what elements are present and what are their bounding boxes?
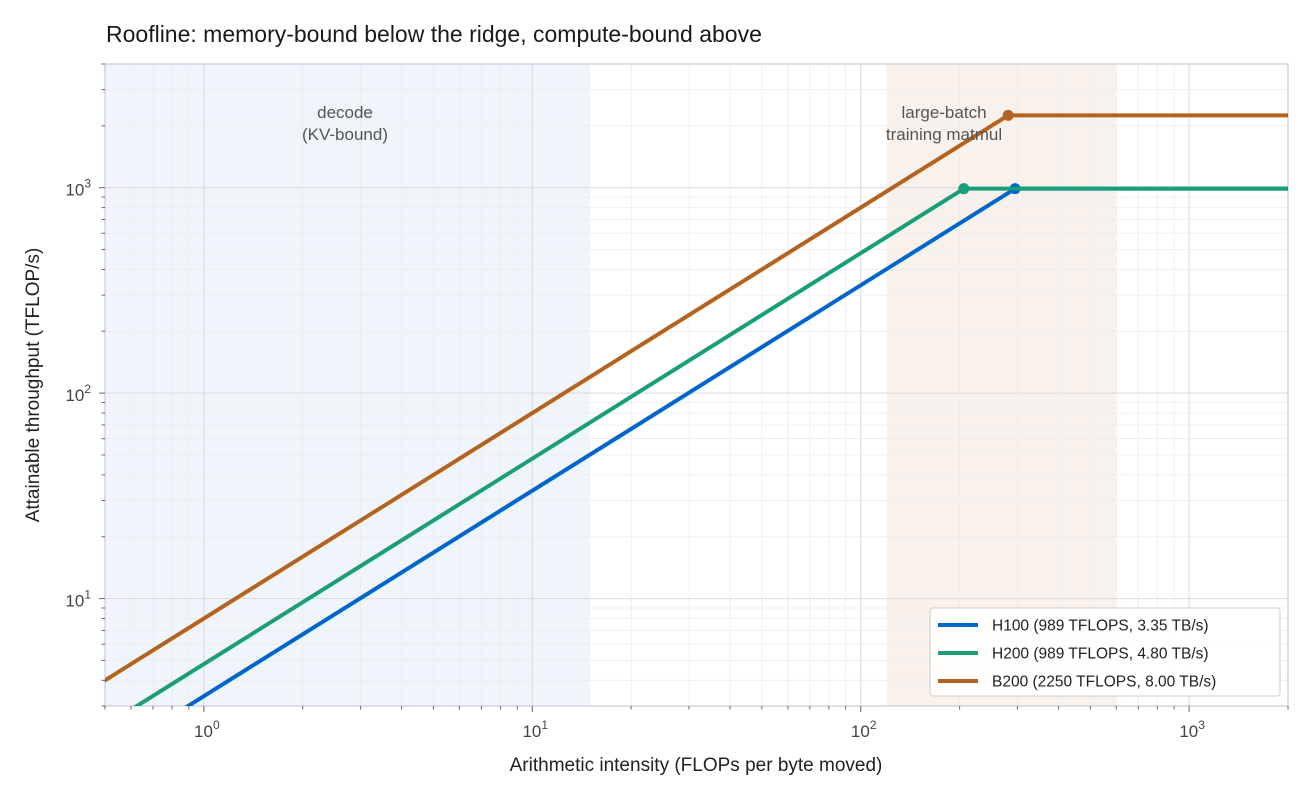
ridge-point-2 — [1002, 109, 1014, 121]
region-annotation-0: (KV-bound) — [302, 125, 388, 144]
legend-box — [929, 607, 1281, 697]
axis-ticks — [99, 63, 1289, 712]
legend: H100 (989 TFLOPS, 3.35 TB/s) H200 (989 TF… — [929, 607, 1281, 697]
region-annotation-0: decode — [317, 103, 373, 122]
ridge-point-1 — [958, 183, 970, 195]
series-lines — [105, 109, 1288, 706]
y-tick-label: 103 — [65, 177, 91, 200]
x-tick-label: 101 — [522, 718, 548, 741]
region-annotation-1: training matmul — [886, 125, 1002, 144]
x-tick-label: 103 — [1179, 718, 1205, 741]
legend-label-2: B200 (2250 TFLOPS, 8.00 TB/s) — [992, 674, 1216, 691]
x-tick-label: 102 — [851, 718, 877, 741]
legend-label-1: H200 (989 TFLOPS, 4.80 TB/s) — [992, 646, 1209, 663]
plot-frame — [104, 63, 1289, 707]
region-annotation-1: large-batch — [901, 103, 986, 122]
legend-label-0: H100 (989 TFLOPS, 3.35 TB/s) — [992, 618, 1209, 635]
x-axis-label: Arithmetic intensity (FLOPs per byte mov… — [510, 755, 883, 776]
x-tick-label: 100 — [194, 718, 220, 741]
y-tick-label: 101 — [65, 588, 91, 611]
chart-title: Roofline: memory-bound below the ridge, … — [106, 21, 762, 47]
y-tick-label: 102 — [65, 382, 91, 405]
y-axis-label: Attainable throughput (TFLOP/s) — [23, 248, 44, 523]
x-tick-labels: 100 101 102 103 — [194, 718, 1205, 741]
y-tick-labels: 101 102 103 — [65, 177, 91, 611]
region-annotations: decode (KV-bound) large-batch training matm… — [302, 103, 1002, 144]
